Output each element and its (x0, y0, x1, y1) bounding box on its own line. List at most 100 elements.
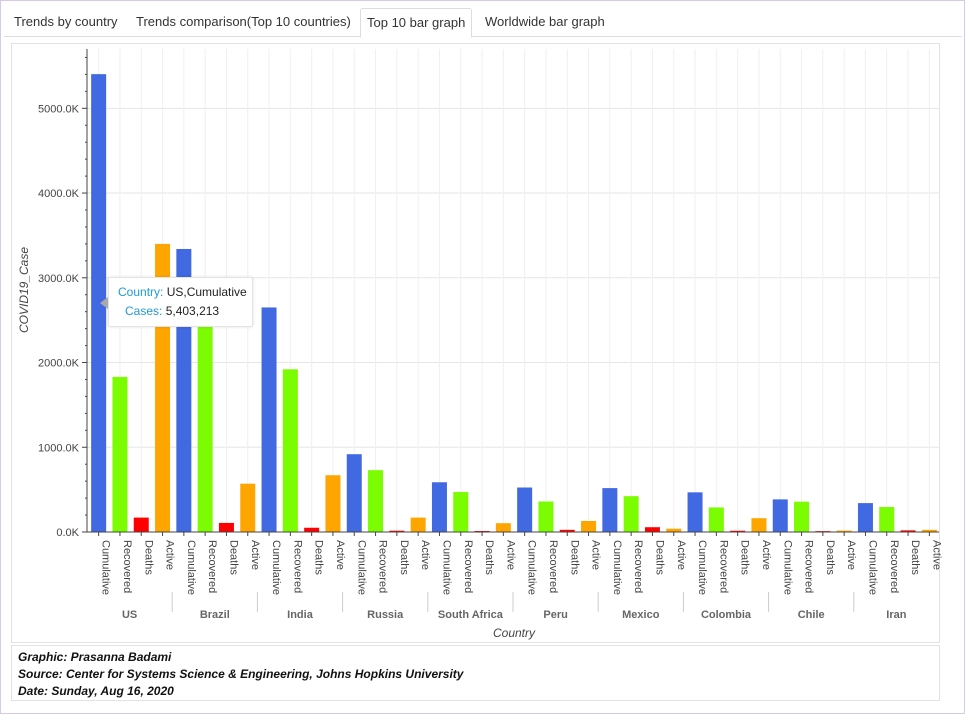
country-label: Colombia (701, 609, 752, 621)
x-tick-label: Recovered (632, 540, 644, 593)
x-tick-label: Deaths (909, 540, 921, 575)
x-tick-label: Cumulative (440, 540, 452, 595)
bar-deaths (900, 530, 916, 532)
country-label: South Africa (438, 609, 504, 621)
x-tick-label: Deaths (142, 540, 154, 575)
tooltip-pointer (100, 297, 108, 309)
chart-caption: Graphic: Prasanna Badami Source: Center … (11, 645, 940, 701)
y-tick-label: 3000.0K (38, 273, 80, 285)
tab-top-10-bar-graph[interactable]: Top 10 bar graph (360, 8, 473, 38)
caption-date: Date: Sunday, Aug 16, 2020 (18, 684, 174, 698)
tab-trends-comparison[interactable]: Trends comparison(Top 10 countries) (136, 14, 351, 29)
caption-source: Source: Center for Systems Science & Eng… (18, 667, 464, 681)
x-tick-label: Active (845, 540, 857, 570)
x-tick-label: Recovered (377, 540, 389, 593)
x-axis-label: Country (493, 626, 536, 640)
bar-deaths (730, 530, 746, 532)
bar-deaths (218, 522, 234, 532)
x-tick-label: Active (675, 540, 687, 570)
y-axis-label: COVID19_Case (17, 247, 31, 333)
country-label: Russia (367, 609, 404, 621)
bar-deaths (133, 517, 149, 532)
bar-active (240, 483, 256, 532)
bar-deaths (389, 530, 405, 532)
x-tick-label: Deaths (483, 540, 495, 575)
y-tick-label: 4000.0K (38, 188, 80, 200)
y-tick-label: 5000.0K (38, 103, 80, 115)
x-tick-label: Deaths (739, 540, 751, 575)
x-tick-label: Deaths (824, 540, 836, 575)
x-tick-label: Active (164, 540, 176, 570)
x-tick-label: Recovered (291, 540, 303, 593)
x-tick-label: Recovered (121, 540, 133, 593)
x-tick-label: Cumulative (270, 540, 282, 595)
tab-trends-by-country[interactable]: Trends by country (14, 14, 118, 29)
country-label: India (287, 609, 314, 621)
bar-active (410, 517, 426, 532)
bar-recovered (623, 496, 639, 532)
bar-active (325, 475, 341, 532)
x-tick-label: Deaths (398, 540, 410, 575)
x-tick-label: Cumulative (781, 540, 793, 595)
hover-tooltip: Country: US,Cumulative Cases: 5,403,213 (100, 277, 253, 327)
bar-chart: 0.0K 1000.0K 2000.0K 3000.0K 4000.0K 5000.0K C… (17, 49, 942, 640)
x-tick-label: Active (249, 540, 261, 570)
bar-recovered (112, 376, 128, 532)
bar-cumulative (261, 307, 277, 532)
x-tick-label: Cumulative (185, 540, 197, 595)
x-tick-label: Cumulative (866, 540, 878, 595)
tab-bar: Trends by country Trends comparison(Top … (4, 8, 962, 38)
caption-graphic-credit: Graphic: Prasanna Badami (18, 650, 172, 664)
bar-recovered (879, 507, 895, 532)
country-label: Mexico (622, 609, 660, 621)
bar-recovered (197, 324, 213, 532)
bar-recovered (282, 369, 298, 532)
x-tick-label: Deaths (568, 540, 580, 575)
bar-deaths (304, 527, 320, 532)
y-tick-label: 1000.0K (38, 442, 80, 454)
x-tick-label: Active (590, 540, 602, 570)
bar-cumulative (857, 503, 873, 532)
bar-active (751, 518, 767, 532)
x-tick-label: Deaths (227, 540, 239, 575)
country-label: Brazil (200, 609, 230, 621)
bar-active (495, 523, 511, 532)
bar-cumulative (346, 454, 362, 532)
bar-cumulative (91, 74, 107, 532)
x-tick-label: Cumulative (100, 540, 112, 595)
bar-recovered (538, 501, 554, 532)
x-tick-label: Active (504, 540, 516, 570)
tooltip-cases-value: 5,403,213 (165, 304, 220, 318)
y-tick-label: 2000.0K (38, 358, 80, 370)
tooltip-country-key: Country: (118, 285, 164, 299)
bar-recovered (368, 470, 384, 532)
x-tick-label: Recovered (803, 540, 815, 593)
axis-layer: 0.0K 1000.0K 2000.0K 3000.0K 4000.0K 5000.0K C… (38, 49, 942, 621)
country-label: US (122, 609, 137, 621)
x-tick-label: Active (930, 540, 942, 570)
x-tick-label: Cumulative (696, 540, 708, 595)
x-tick-label: Recovered (717, 540, 729, 593)
bar-deaths (644, 527, 660, 532)
tab-worldwide-bar-graph[interactable]: Worldwide bar graph (485, 14, 605, 29)
bar-cumulative (431, 482, 447, 532)
bar-cumulative (517, 487, 533, 532)
x-tick-label: Recovered (547, 540, 559, 593)
x-tick-label: Cumulative (526, 540, 538, 595)
bar-layer (91, 74, 937, 533)
x-tick-label: Recovered (206, 540, 218, 593)
country-label: Iran (886, 609, 906, 621)
x-tick-label: Cumulative (611, 540, 623, 595)
x-tick-label: Cumulative (355, 540, 367, 595)
country-label: Chile (798, 609, 825, 621)
x-tick-label: Active (334, 540, 346, 570)
tooltip-country-value: US,Cumulative (166, 285, 247, 299)
bar-cumulative (772, 499, 788, 532)
bar-recovered (794, 501, 810, 532)
bar-active (666, 528, 682, 532)
x-tick-label: Deaths (653, 540, 665, 575)
country-label: Peru (543, 609, 567, 621)
x-tick-label: Active (419, 540, 431, 570)
bar-recovered (708, 507, 724, 532)
